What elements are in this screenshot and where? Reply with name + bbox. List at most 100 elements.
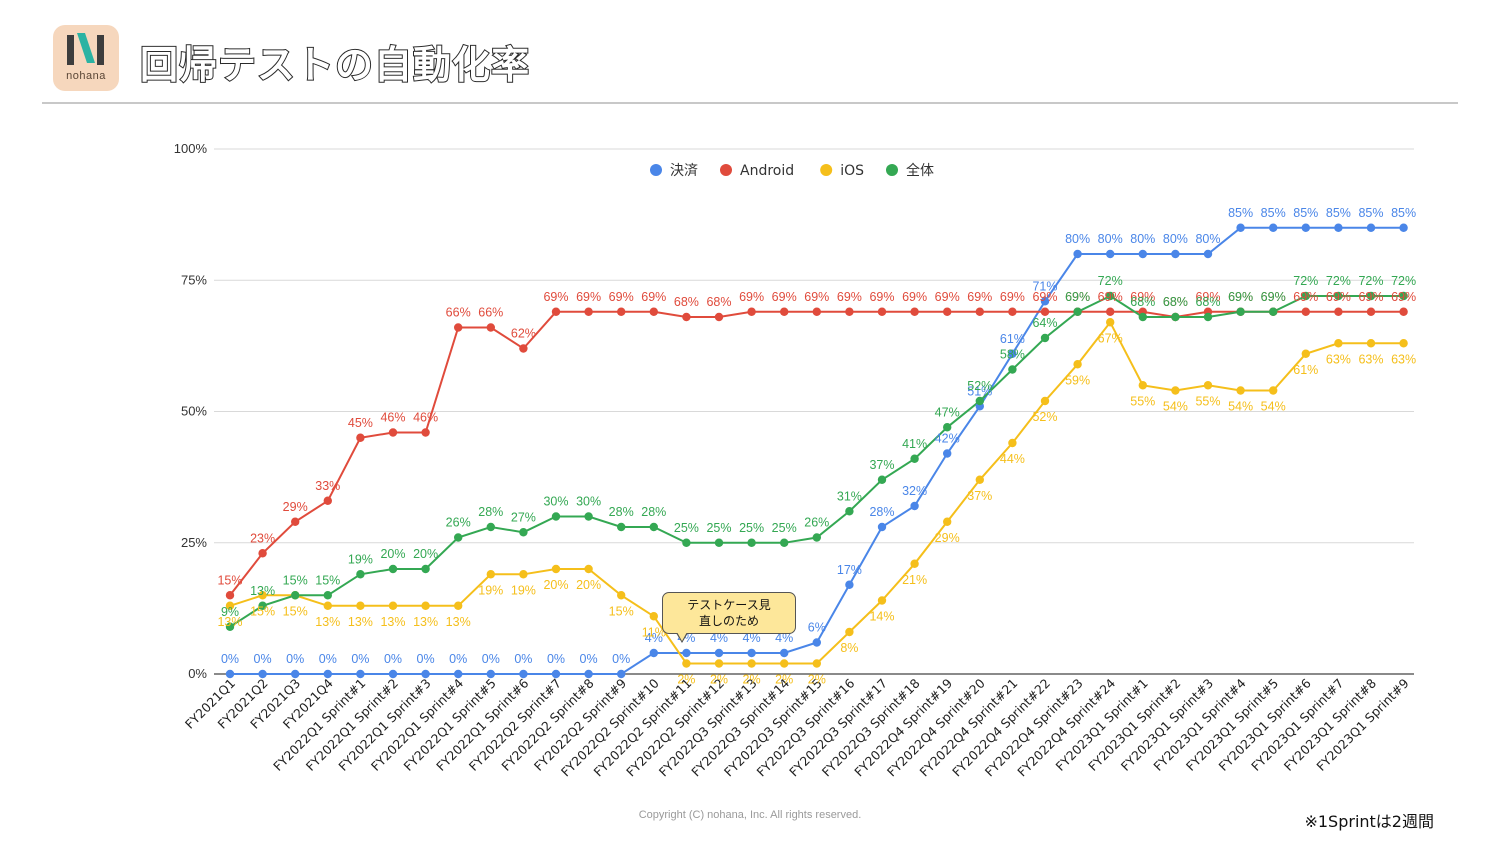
data-point	[747, 648, 756, 658]
series-line	[229, 320, 1404, 665]
data-label: 66%	[478, 306, 503, 320]
data-point	[388, 601, 398, 610]
data-label: 69%	[576, 290, 601, 304]
data-point	[454, 323, 463, 332]
data-point	[780, 648, 789, 658]
data-label: 85%	[1391, 206, 1416, 220]
data-label: 0%	[319, 652, 337, 666]
data-point	[617, 591, 626, 600]
data-point	[323, 601, 332, 610]
data-label: 0%	[514, 652, 532, 666]
data-point	[454, 601, 463, 610]
data-point	[1138, 381, 1148, 390]
data-point	[975, 396, 984, 406]
legend-entry: 全体	[906, 162, 934, 179]
data-label: 6%	[808, 621, 826, 635]
data-point	[551, 564, 561, 574]
data-point	[812, 307, 821, 316]
data-label: 61%	[1000, 332, 1025, 346]
data-label: 85%	[1228, 206, 1253, 220]
data-point	[714, 648, 724, 658]
data-point	[291, 669, 300, 679]
data-label: 37%	[967, 489, 992, 503]
data-label: 68%	[674, 295, 699, 309]
data-label: 69%	[902, 290, 927, 304]
data-label: 0%	[417, 652, 435, 666]
data-point	[551, 669, 561, 679]
data-point	[877, 522, 887, 532]
data-label: 0%	[580, 652, 598, 666]
data-label: 20%	[576, 578, 601, 592]
legend-marker	[650, 164, 662, 176]
data-point	[1040, 297, 1050, 306]
data-point	[1040, 307, 1050, 316]
data-label: 19%	[478, 583, 503, 597]
data-point	[1301, 349, 1311, 358]
series-line	[229, 294, 1404, 628]
data-label: 29%	[283, 500, 308, 514]
data-point	[910, 501, 919, 511]
data-label: 8%	[840, 641, 858, 655]
data-label: 69%	[1130, 290, 1155, 304]
data-label: 26%	[804, 516, 829, 530]
y-tick-label: 0%	[188, 666, 207, 681]
page-title: 回帰テストの自動化率	[139, 42, 531, 88]
data-label: 13%	[413, 615, 438, 629]
data-point	[1236, 386, 1245, 395]
data-label: 15%	[283, 573, 308, 587]
data-label: 15%	[609, 604, 634, 618]
data-label: 69%	[609, 290, 634, 304]
data-point	[421, 601, 430, 610]
data-label: 85%	[1293, 206, 1318, 220]
data-point	[356, 669, 365, 679]
series-points	[225, 223, 1408, 679]
data-label: 72%	[1358, 274, 1383, 288]
data-point	[1203, 381, 1213, 390]
data-point	[1334, 223, 1343, 232]
data-label: 58%	[1000, 348, 1025, 362]
data-point	[877, 475, 887, 484]
data-label: 13%	[315, 615, 340, 629]
data-point	[845, 627, 854, 637]
data-label: 25%	[706, 521, 731, 535]
data-label: 72%	[1326, 274, 1351, 288]
annotation-callout: テストケース見 直しのため	[662, 592, 796, 634]
data-label: 69%	[1261, 290, 1286, 304]
data-point	[1171, 312, 1180, 322]
data-label: 72%	[1391, 274, 1416, 288]
data-label: 2%	[677, 673, 695, 687]
legend-entry: Android	[740, 163, 794, 179]
data-label: 69%	[1000, 290, 1025, 304]
data-label: 54%	[1228, 400, 1253, 414]
data-point	[356, 570, 365, 579]
data-label: 37%	[869, 458, 894, 472]
data-label: 69%	[1326, 290, 1351, 304]
data-point	[486, 669, 495, 679]
data-label: 55%	[1130, 394, 1155, 408]
data-point	[1399, 291, 1408, 301]
data-point	[1236, 223, 1245, 232]
data-label: 13%	[250, 584, 275, 598]
data-label: 63%	[1326, 352, 1351, 366]
data-label: 4%	[743, 631, 761, 645]
data-point	[519, 528, 528, 537]
data-point	[943, 517, 952, 526]
data-label: 25%	[772, 521, 797, 535]
data-label: 59%	[1065, 373, 1090, 387]
data-point	[1334, 291, 1343, 301]
data-label: 62%	[511, 327, 536, 341]
data-point	[1073, 307, 1082, 316]
data-point	[356, 601, 365, 610]
data-point	[714, 312, 724, 322]
data-label: 41%	[902, 437, 927, 451]
data-label: 68%	[1163, 295, 1188, 309]
data-label: 68%	[1163, 295, 1188, 309]
data-point	[943, 307, 952, 316]
data-point	[1073, 360, 1082, 369]
data-point	[617, 522, 626, 532]
data-point	[649, 612, 658, 621]
data-label: 20%	[380, 547, 405, 561]
data-point	[1106, 318, 1115, 327]
data-label: 66%	[446, 306, 471, 320]
data-label: 46%	[413, 411, 438, 425]
